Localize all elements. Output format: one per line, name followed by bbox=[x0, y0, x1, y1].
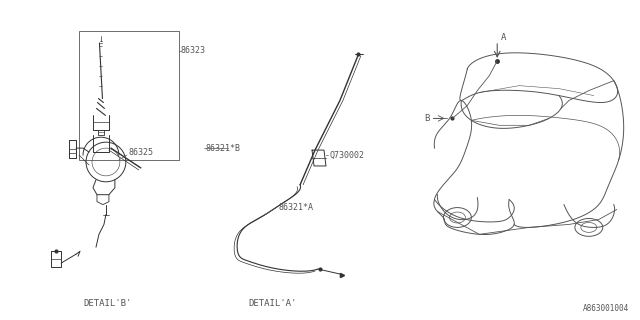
Text: DETAIL'A': DETAIL'A' bbox=[248, 299, 296, 308]
Text: 86321*B: 86321*B bbox=[205, 144, 241, 153]
Text: B: B bbox=[424, 114, 430, 123]
Bar bbox=[79, 31, 179, 160]
Text: A: A bbox=[501, 33, 507, 42]
Text: 86325: 86325 bbox=[129, 148, 154, 156]
Text: DETAIL'B': DETAIL'B' bbox=[83, 299, 131, 308]
Text: A863001004: A863001004 bbox=[582, 304, 628, 313]
Text: 86323: 86323 bbox=[180, 46, 205, 55]
Text: 86321*A: 86321*A bbox=[278, 203, 313, 212]
Text: Q730002: Q730002 bbox=[330, 150, 365, 160]
